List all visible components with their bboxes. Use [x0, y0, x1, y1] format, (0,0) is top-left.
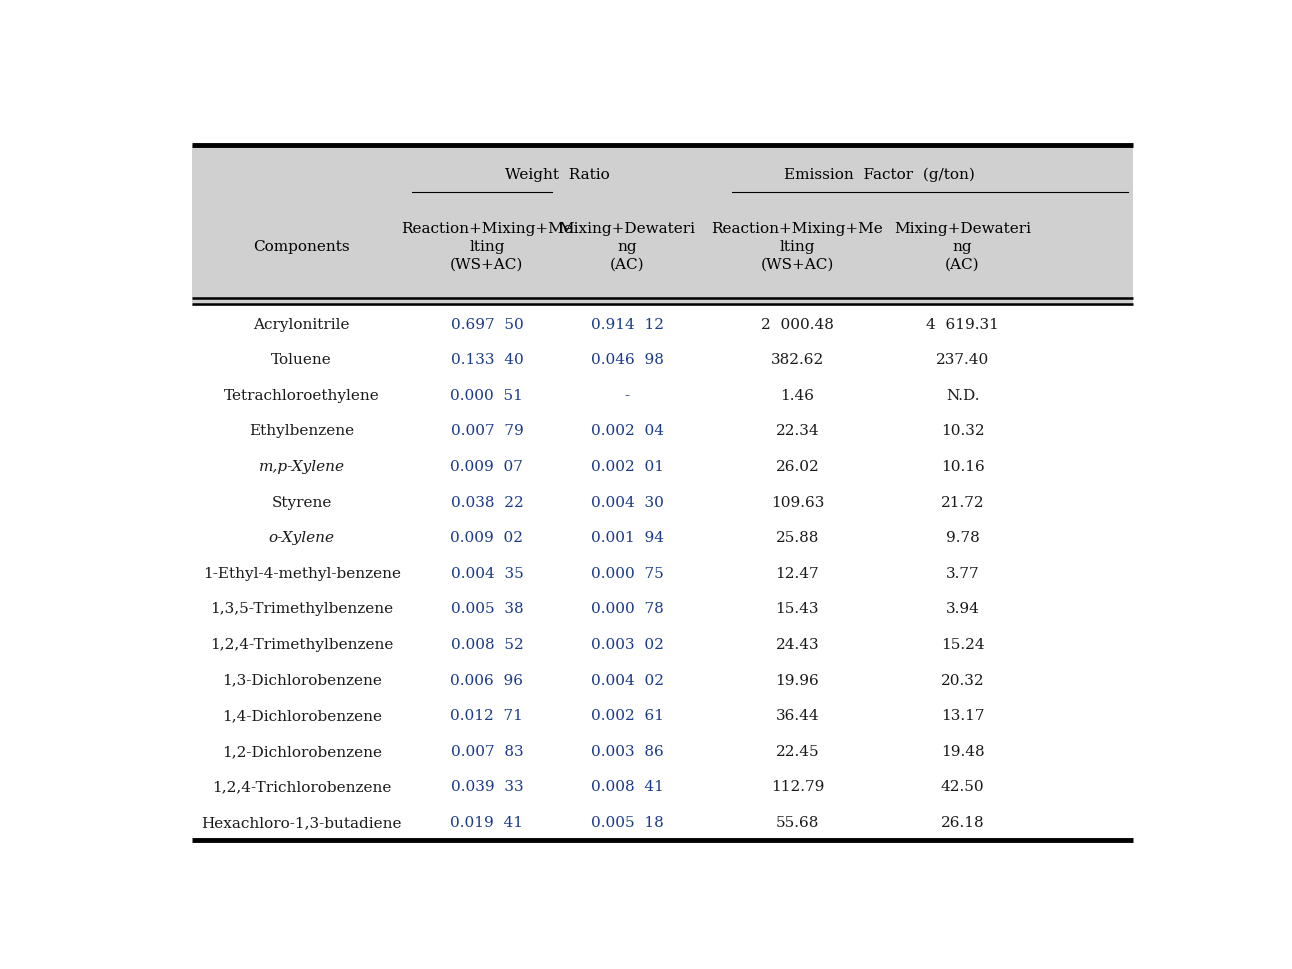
Text: Mixing+Dewateri
ng
(AC): Mixing+Dewateri ng (AC)	[558, 222, 695, 271]
Text: 3.77: 3.77	[946, 566, 979, 580]
Text: Mixing+Dewateri
ng
(AC): Mixing+Dewateri ng (AC)	[894, 222, 1031, 271]
Text: 25.88: 25.88	[775, 531, 819, 545]
Text: 3.94: 3.94	[946, 602, 979, 616]
Text: 1,3-Dichlorobenzene: 1,3-Dichlorobenzene	[222, 673, 381, 687]
Text: 1,4-Dichlorobenzene: 1,4-Dichlorobenzene	[222, 708, 381, 723]
Text: 0.003  02: 0.003 02	[590, 638, 664, 651]
Text: 19.48: 19.48	[941, 744, 985, 758]
Text: Hexachloro-1,3-butadiene: Hexachloro-1,3-butadiene	[202, 815, 402, 829]
Text: Tetrachloroethylene: Tetrachloroethylene	[224, 389, 380, 402]
Text: 0.012  71: 0.012 71	[451, 708, 523, 723]
Text: 26.18: 26.18	[941, 815, 985, 829]
Bar	[191, 146, 1133, 306]
Text: 0.000  75: 0.000 75	[590, 566, 664, 580]
Text: 0.019  41: 0.019 41	[451, 815, 523, 829]
Text: 0.007  79: 0.007 79	[451, 424, 523, 438]
Text: 382.62: 382.62	[771, 353, 824, 367]
Text: -: -	[624, 389, 629, 402]
Text: Toluene: Toluene	[271, 353, 332, 367]
Text: 0.001  94: 0.001 94	[590, 531, 664, 545]
Text: 0.008  52: 0.008 52	[451, 638, 523, 651]
Text: 1,2-Dichlorobenzene: 1,2-Dichlorobenzene	[222, 744, 381, 758]
Text: 1-Ethyl-4-methyl-benzene: 1-Ethyl-4-methyl-benzene	[203, 566, 401, 580]
Text: 0.002  04: 0.002 04	[590, 424, 664, 438]
Text: 1,2,4-Trichlorobenzene: 1,2,4-Trichlorobenzene	[212, 780, 391, 794]
Text: Emission  Factor  (g/ton): Emission Factor (g/ton)	[784, 168, 975, 181]
Text: 0.004  35: 0.004 35	[451, 566, 523, 580]
Text: 2  000.48: 2 000.48	[761, 317, 833, 331]
Text: 0.005  38: 0.005 38	[451, 602, 523, 616]
Text: 36.44: 36.44	[775, 708, 819, 723]
Text: 0.038  22: 0.038 22	[451, 495, 523, 509]
Text: Reaction+Mixing+Me
lting
(WS+AC): Reaction+Mixing+Me lting (WS+AC)	[401, 222, 572, 271]
Text: 22.34: 22.34	[775, 424, 819, 438]
Text: 15.43: 15.43	[775, 602, 819, 616]
Text: 0.914  12: 0.914 12	[590, 317, 664, 331]
Text: 24.43: 24.43	[775, 638, 819, 651]
Text: 9.78: 9.78	[946, 531, 979, 545]
Text: 12.47: 12.47	[775, 566, 819, 580]
Text: 4  619.31: 4 619.31	[926, 317, 999, 331]
Text: m,p-Xylene: m,p-Xylene	[258, 459, 345, 474]
Text: 0.006  96: 0.006 96	[451, 673, 523, 687]
Text: 0.697  50: 0.697 50	[451, 317, 523, 331]
Text: 0.008  41: 0.008 41	[590, 780, 664, 794]
Text: o-Xylene: o-Xylene	[269, 531, 335, 545]
Text: 109.63: 109.63	[770, 495, 824, 509]
Text: 1.46: 1.46	[780, 389, 814, 402]
Text: 0.009  07: 0.009 07	[451, 459, 523, 474]
Text: 0.005  18: 0.005 18	[590, 815, 664, 829]
Text: 26.02: 26.02	[775, 459, 819, 474]
Text: Styrene: Styrene	[271, 495, 332, 509]
Text: 0.002  61: 0.002 61	[590, 708, 664, 723]
Text: 237.40: 237.40	[935, 353, 990, 367]
Text: 0.000  78: 0.000 78	[590, 602, 664, 616]
Text: 0.004  02: 0.004 02	[590, 673, 664, 687]
Text: Acrylonitrile: Acrylonitrile	[253, 317, 350, 331]
Text: 0.133  40: 0.133 40	[451, 353, 523, 367]
Text: 55.68: 55.68	[775, 815, 819, 829]
Text: 13.17: 13.17	[941, 708, 985, 723]
Text: 42.50: 42.50	[941, 780, 985, 794]
Text: 0.009  02: 0.009 02	[451, 531, 523, 545]
Text: N.D.: N.D.	[946, 389, 979, 402]
Text: 19.96: 19.96	[775, 673, 819, 687]
Text: Ethylbenzene: Ethylbenzene	[249, 424, 354, 438]
Text: 0.004  30: 0.004 30	[590, 495, 664, 509]
Text: 22.45: 22.45	[775, 744, 819, 758]
Text: 0.046  98: 0.046 98	[590, 353, 664, 367]
Text: 20.32: 20.32	[941, 673, 985, 687]
Text: 1,2,4-Trimethylbenzene: 1,2,4-Trimethylbenzene	[211, 638, 393, 651]
Text: Weight  Ratio: Weight Ratio	[505, 168, 610, 181]
Text: 1,3,5-Trimethylbenzene: 1,3,5-Trimethylbenzene	[211, 602, 393, 616]
Text: 112.79: 112.79	[770, 780, 824, 794]
Text: 15.24: 15.24	[941, 638, 985, 651]
Text: 0.039  33: 0.039 33	[451, 780, 523, 794]
Text: 0.003  86: 0.003 86	[590, 744, 664, 758]
Text: 10.16: 10.16	[941, 459, 985, 474]
Text: 0.007  83: 0.007 83	[451, 744, 523, 758]
Text: 21.72: 21.72	[941, 495, 985, 509]
Text: Components: Components	[253, 240, 350, 254]
Text: Reaction+Mixing+Me
lting
(WS+AC): Reaction+Mixing+Me lting (WS+AC)	[712, 222, 884, 271]
Text: 0.002  01: 0.002 01	[590, 459, 664, 474]
Text: 10.32: 10.32	[941, 424, 985, 438]
Text: 0.000  51: 0.000 51	[451, 389, 523, 402]
